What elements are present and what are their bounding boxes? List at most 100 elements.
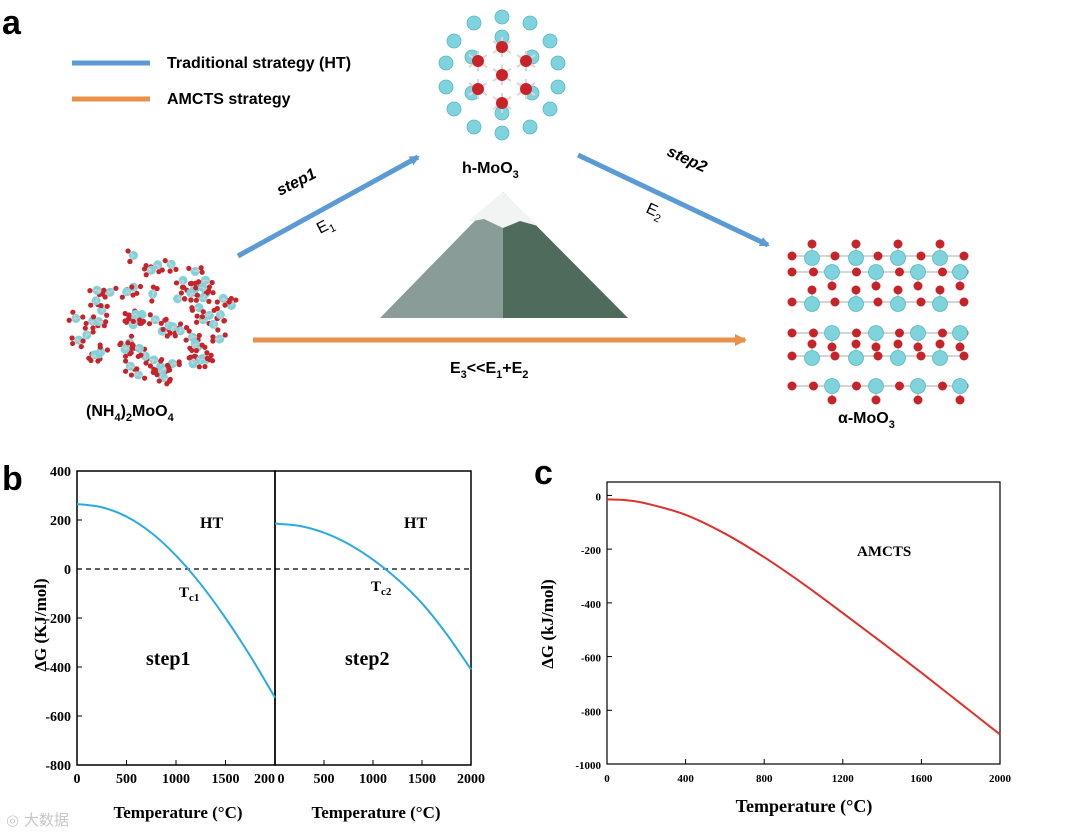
- chart-c-amcts-label: AMCTS: [857, 544, 911, 560]
- o-atom: [156, 378, 162, 384]
- o-atom: [130, 342, 136, 348]
- chart-b-ylabel: ΔG (KJ/mol): [31, 578, 50, 671]
- o-atom: [827, 342, 837, 352]
- o-atom: [66, 317, 72, 323]
- chart-c-xlabel: Temperature (°C): [736, 796, 873, 817]
- y-tick-label: -400: [45, 661, 71, 676]
- o-atom: [123, 358, 129, 364]
- o-atom: [852, 267, 861, 277]
- o-atom: [935, 339, 945, 349]
- o-atom: [895, 267, 904, 277]
- o-atom: [90, 329, 96, 335]
- y-tick-label: -600: [581, 653, 602, 665]
- mo-atom: [542, 101, 558, 117]
- o-atom: [143, 360, 149, 366]
- o-atom: [200, 309, 206, 315]
- o-atom: [226, 299, 232, 305]
- x-tick-label: 1500: [212, 772, 240, 787]
- watermark-text: 大数据: [23, 811, 69, 829]
- o-atom: [186, 328, 192, 334]
- mo-atom: [910, 378, 926, 394]
- o-atom: [101, 287, 107, 293]
- o-atom: [214, 305, 220, 312]
- y-tick-label: 200: [50, 514, 71, 529]
- mo-atom: [952, 378, 968, 394]
- x-tick-label: 2000: [989, 773, 1012, 785]
- o-atom: [210, 338, 216, 344]
- o-atom: [210, 290, 216, 296]
- o-atom: [154, 286, 160, 292]
- series-line-AMCTS: [606, 498, 1001, 736]
- mo-atom: [438, 55, 454, 71]
- o-atom: [787, 351, 797, 361]
- o-atom: [871, 395, 881, 405]
- o-atom: [183, 337, 189, 343]
- o-atom: [204, 350, 210, 356]
- o-atom: [113, 285, 119, 291]
- o-atom: [186, 355, 192, 361]
- watermark: ◎ 大数据: [6, 809, 69, 830]
- o-atom: [173, 280, 180, 286]
- o-atom: [166, 365, 172, 371]
- o-atom: [830, 351, 840, 361]
- o-atom: [852, 328, 861, 338]
- o-atom: [90, 325, 96, 331]
- y-tick-label: 0: [596, 491, 602, 503]
- mo-atom: [910, 325, 926, 341]
- o-atom: [162, 258, 168, 264]
- o-atom: [204, 289, 211, 296]
- y-tick-label: -600: [45, 710, 71, 725]
- o-atom: [199, 269, 205, 275]
- chart-b-left-tc-label: Tc1: [179, 585, 199, 604]
- o-atom: [128, 333, 135, 339]
- o-atom: [128, 372, 135, 378]
- mo-atom: [466, 15, 482, 31]
- mo-atom: [804, 250, 820, 266]
- chart-c-ylabel: ΔG (kJ/mol): [538, 579, 557, 669]
- o-atom: [787, 381, 797, 391]
- o-atom: [97, 344, 103, 350]
- x-tick-label: 1000: [162, 772, 190, 787]
- o-atom: [80, 338, 86, 344]
- o-atom: [199, 342, 205, 348]
- o-atom: [127, 258, 133, 265]
- mo-atom: [804, 296, 820, 312]
- o-atom: [807, 285, 817, 295]
- x-tick-label: 0: [604, 773, 610, 785]
- o-atom: [117, 341, 123, 348]
- o-atom: [194, 292, 200, 298]
- o-atom: [137, 317, 143, 323]
- o-atom: [959, 351, 969, 361]
- chart-b-left-frame: [76, 470, 276, 766]
- o-atom: [101, 323, 107, 329]
- o-atom: [137, 283, 144, 290]
- o-atom: [202, 363, 208, 370]
- o-atom: [83, 320, 89, 327]
- o-atom: [938, 381, 947, 391]
- mo-atom: [824, 325, 840, 341]
- chart-c-frame: [606, 481, 1001, 765]
- o-atom: [82, 325, 88, 331]
- x-tick-label: 0: [74, 772, 81, 787]
- h-moo3-crystal-structure: [438, 9, 566, 141]
- step2-label: step2: [664, 143, 709, 176]
- o-atom: [143, 272, 149, 278]
- e2-label: E2: [642, 200, 666, 225]
- mo-atom: [522, 119, 538, 135]
- o-atom: [938, 328, 947, 338]
- o-atom: [830, 297, 840, 307]
- o-atom: [871, 281, 881, 291]
- chart-c: ΔG (kJ/mol) Temperature (°C) AMCTS 0 400 8…: [538, 481, 1012, 817]
- o-atom: [98, 303, 104, 309]
- energy-barrier-mountain: [380, 192, 628, 318]
- mo-atom: [952, 264, 968, 280]
- o-atom: [69, 335, 75, 341]
- mo-atom: [932, 250, 948, 266]
- o-atom: [166, 378, 173, 384]
- o-atom: [199, 314, 206, 320]
- o-atom: [167, 268, 173, 274]
- o-atom: [186, 265, 192, 271]
- mo-atom: [466, 119, 482, 135]
- arrow-step1: [236, 154, 420, 259]
- o-atom: [959, 251, 969, 261]
